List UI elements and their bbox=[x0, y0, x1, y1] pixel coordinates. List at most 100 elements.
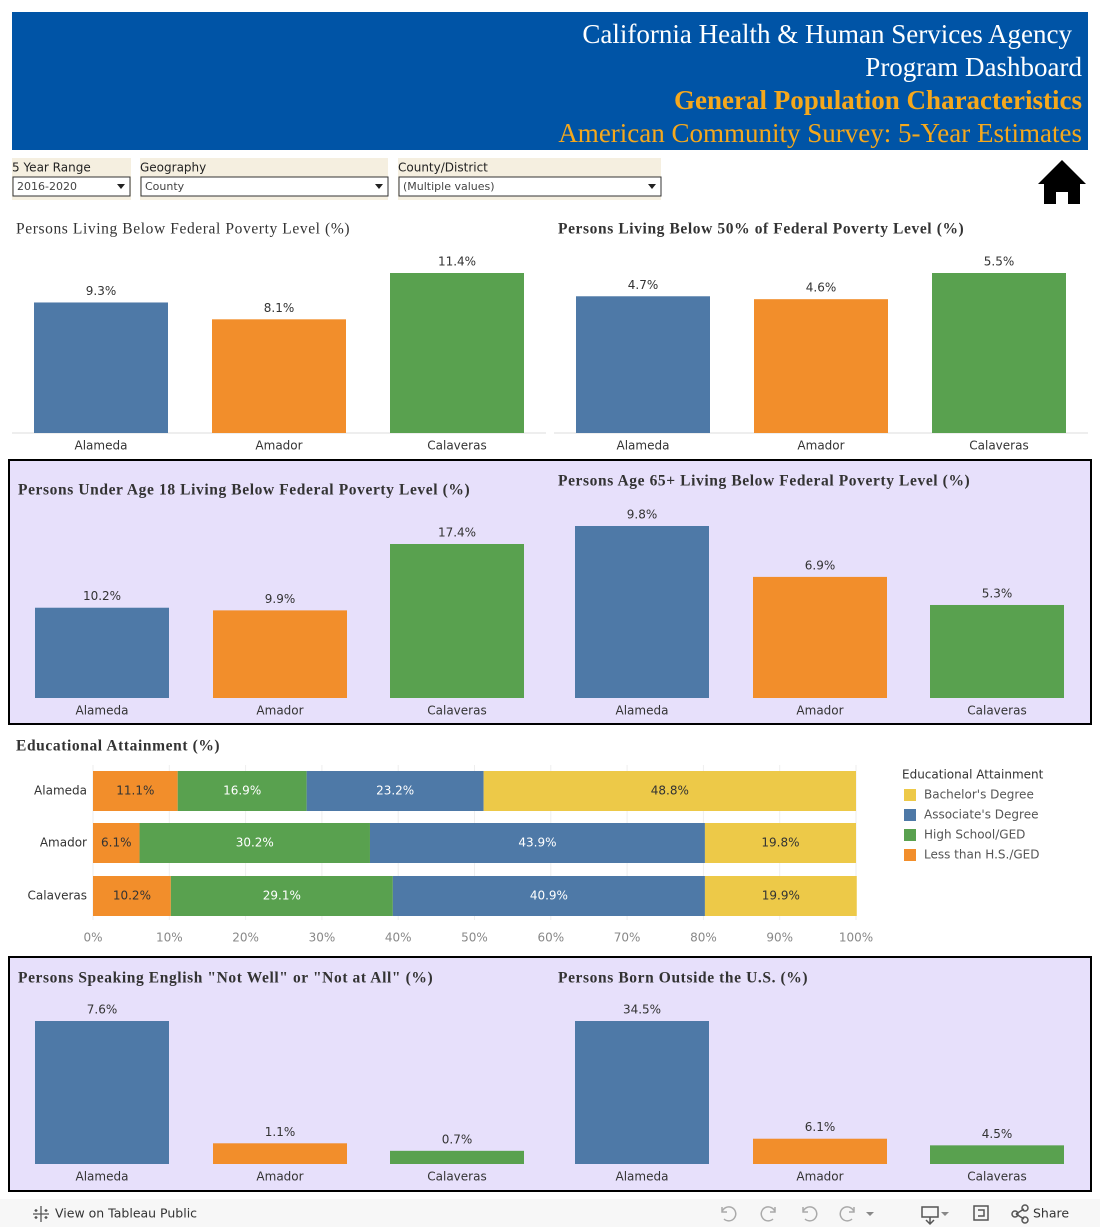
value-label: 16.9% bbox=[223, 784, 261, 798]
header-line: California Health & Human Services Agenc… bbox=[582, 19, 1072, 49]
header-banner bbox=[12, 12, 1088, 150]
x-tick-label: 70% bbox=[614, 931, 641, 945]
bar-segment bbox=[369, 823, 705, 863]
value-label: 4.7% bbox=[628, 278, 659, 292]
x-tick-label: Alameda bbox=[76, 1170, 129, 1184]
value-label: 19.8% bbox=[761, 836, 799, 850]
legend-swatch bbox=[904, 829, 916, 841]
share-button[interactable]: Share bbox=[1033, 1206, 1069, 1221]
filter-label: County/District bbox=[398, 161, 488, 175]
x-tick-label: Calaveras bbox=[427, 439, 486, 453]
bar bbox=[753, 1138, 887, 1164]
bar bbox=[575, 1021, 709, 1164]
legend-label: High School/GED bbox=[924, 828, 1025, 842]
x-tick-label: Calaveras bbox=[967, 704, 1026, 718]
x-tick-label: Calaveras bbox=[427, 704, 486, 718]
value-label: 4.5% bbox=[982, 1127, 1013, 1141]
bar bbox=[930, 604, 1064, 698]
header-line: American Community Survey: 5-Year Estima… bbox=[558, 118, 1082, 148]
legend-title: Educational Attainment bbox=[902, 768, 1044, 782]
x-tick-label: 30% bbox=[309, 931, 336, 945]
x-tick-label: Amador bbox=[255, 439, 302, 453]
bar bbox=[575, 526, 709, 698]
filter-value: (Multiple values) bbox=[403, 180, 495, 193]
value-label: 9.8% bbox=[627, 508, 658, 522]
filter-value: County bbox=[145, 180, 185, 193]
x-tick-label: Alameda bbox=[616, 704, 669, 718]
value-label: 9.9% bbox=[265, 592, 296, 606]
bar bbox=[390, 273, 524, 433]
bar-segment bbox=[139, 823, 370, 863]
bar-segment bbox=[704, 876, 857, 916]
footer-bar bbox=[0, 1199, 1100, 1227]
x-tick-label: Calaveras bbox=[967, 1170, 1026, 1184]
value-label: 6.1% bbox=[101, 836, 132, 850]
filter-label: 5 Year Range bbox=[12, 161, 91, 175]
bar bbox=[390, 1150, 524, 1164]
x-tick-label: Amador bbox=[796, 1170, 843, 1184]
y-tick-label: Amador bbox=[40, 836, 87, 850]
bar-segment bbox=[306, 771, 484, 811]
chart-title: Persons Living Below Federal Poverty Lev… bbox=[16, 221, 350, 238]
bar-segment bbox=[93, 823, 140, 863]
bar bbox=[213, 1143, 347, 1164]
value-label: 11.1% bbox=[116, 784, 154, 798]
bar-segment bbox=[93, 876, 171, 916]
x-tick-label: 40% bbox=[385, 931, 412, 945]
y-tick-label: Calaveras bbox=[28, 889, 87, 903]
x-tick-label: 100% bbox=[839, 931, 873, 945]
x-tick-label: 10% bbox=[156, 931, 183, 945]
x-tick-label: Alameda bbox=[617, 439, 670, 453]
x-tick-label: Calaveras bbox=[969, 439, 1028, 453]
value-label: 5.5% bbox=[984, 255, 1015, 269]
x-tick-label: Amador bbox=[256, 704, 303, 718]
chart-title: Persons Under Age 18 Living Below Federa… bbox=[18, 482, 470, 499]
x-tick-label: 20% bbox=[232, 931, 259, 945]
home-icon[interactable] bbox=[1038, 160, 1086, 204]
filter-label: Geography bbox=[140, 161, 206, 175]
legend-swatch bbox=[904, 809, 916, 821]
y-tick-label: Alameda bbox=[34, 784, 87, 798]
filter-dropdown[interactable] bbox=[140, 176, 389, 197]
x-tick-label: Alameda bbox=[76, 704, 129, 718]
chart-title: Persons Living Below 50% of Federal Pove… bbox=[558, 221, 964, 238]
tableau-icon bbox=[33, 1206, 49, 1222]
value-label: 0.7% bbox=[442, 1132, 473, 1146]
bar-segment bbox=[170, 876, 393, 916]
bar bbox=[34, 302, 168, 433]
filter-dropdown[interactable] bbox=[12, 176, 131, 197]
bar bbox=[932, 273, 1066, 433]
value-label: 8.1% bbox=[264, 301, 295, 315]
x-tick-label: Calaveras bbox=[427, 1170, 486, 1184]
x-tick-label: 80% bbox=[690, 931, 717, 945]
value-label: 10.2% bbox=[83, 589, 121, 603]
legend-label: Less than H.S./GED bbox=[924, 848, 1039, 862]
value-label: 23.2% bbox=[376, 784, 414, 798]
value-label: 1.1% bbox=[265, 1125, 296, 1139]
header-line: Program Dashboard bbox=[865, 52, 1082, 82]
filter-dropdown[interactable] bbox=[398, 176, 662, 197]
bar bbox=[753, 576, 887, 698]
chart-title: Persons Age 65+ Living Below Federal Pov… bbox=[558, 473, 970, 490]
filter-value: 2016-2020 bbox=[17, 180, 77, 193]
header-line: General Population Characteristics bbox=[674, 85, 1082, 115]
bar-segment bbox=[93, 771, 178, 811]
x-tick-label: Alameda bbox=[75, 439, 128, 453]
value-label: 6.9% bbox=[805, 558, 836, 572]
x-tick-label: 50% bbox=[461, 931, 488, 945]
footer-link[interactable]: View on Tableau Public bbox=[55, 1206, 197, 1221]
legend-label: Associate's Degree bbox=[924, 808, 1038, 822]
x-tick-label: Amador bbox=[797, 439, 844, 453]
bar bbox=[35, 1021, 169, 1164]
bar bbox=[576, 296, 710, 433]
value-label: 34.5% bbox=[623, 1003, 661, 1017]
bar bbox=[212, 319, 346, 433]
value-label: 43.9% bbox=[518, 836, 556, 850]
x-tick-label: Alameda bbox=[616, 1170, 669, 1184]
bar-segment bbox=[177, 771, 307, 811]
value-label: 5.3% bbox=[982, 586, 1013, 600]
bar bbox=[754, 299, 888, 433]
value-label: 29.1% bbox=[263, 889, 301, 903]
